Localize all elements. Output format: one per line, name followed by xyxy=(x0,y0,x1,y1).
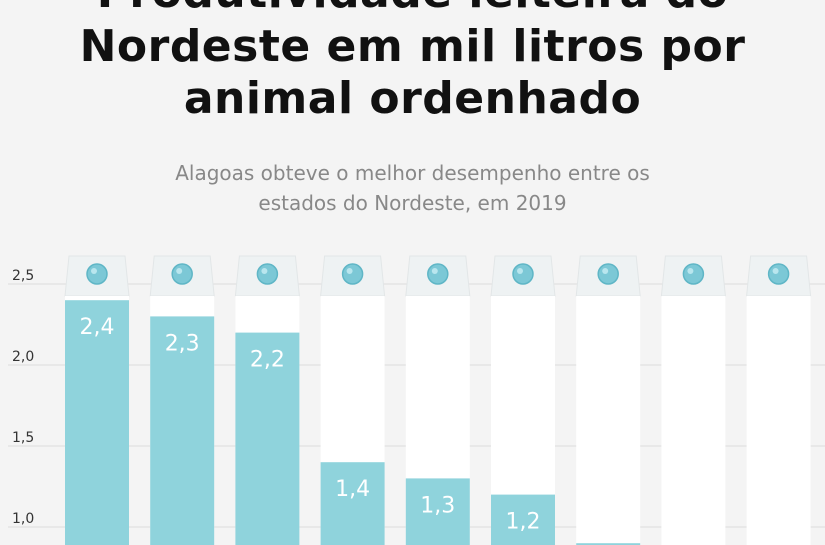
carton-cap-shine xyxy=(261,268,268,274)
carton-cap-shine xyxy=(517,268,523,274)
chart-title-line-3: animal ordenhado xyxy=(183,73,642,124)
carton-body xyxy=(576,296,641,545)
carton-cap-shine xyxy=(346,268,353,274)
bar-value-label: 1,4 xyxy=(335,477,370,502)
carton-cap-shine xyxy=(176,268,183,274)
carton-cap xyxy=(86,263,108,285)
carton-cap-shine xyxy=(772,268,779,274)
carton-cap-shine xyxy=(91,268,97,274)
chart-subtitle-line-2: estados do Nordeste, em 2019 xyxy=(258,191,567,215)
carton-cap xyxy=(171,263,193,285)
carton-cap-shine xyxy=(431,268,438,274)
carton-cap xyxy=(597,263,619,285)
carton-cap xyxy=(682,263,705,285)
carton-body xyxy=(746,296,811,545)
y-tick-label: 2,5 xyxy=(12,268,34,284)
bar-value-label: 2,2 xyxy=(250,348,285,373)
bar xyxy=(65,300,129,545)
carton-cap xyxy=(256,263,279,285)
bar xyxy=(491,494,555,545)
carton-cap-shine xyxy=(602,268,609,274)
carton-body xyxy=(661,296,726,545)
carton-cap xyxy=(767,263,790,285)
bar-value-label: 2,4 xyxy=(80,315,115,340)
chart-subtitle-line-1: Alagoas obteve o melhor desempenho entre… xyxy=(175,161,650,185)
chart-title-line-2: Nordeste em mil litros por xyxy=(79,21,746,72)
bar-value-label: 1,2 xyxy=(506,510,541,535)
carton-cap-shine xyxy=(687,268,694,274)
carton-cap xyxy=(512,263,534,285)
carton-cap xyxy=(427,263,449,285)
bar xyxy=(235,332,300,545)
bar-value-label: 2,3 xyxy=(165,331,200,356)
carton-cap xyxy=(341,263,364,285)
bar xyxy=(576,543,641,545)
bar xyxy=(320,462,385,545)
chart-title-line-1: Produtividade leiteira do xyxy=(0,0,825,18)
y-tick-label: 1,5 xyxy=(12,430,34,446)
y-tick-label: 2,0 xyxy=(12,349,34,365)
bar-value-label: 1,3 xyxy=(420,493,455,518)
y-tick-label: 1,0 xyxy=(12,511,34,527)
bar xyxy=(150,316,215,545)
bar xyxy=(405,478,470,545)
